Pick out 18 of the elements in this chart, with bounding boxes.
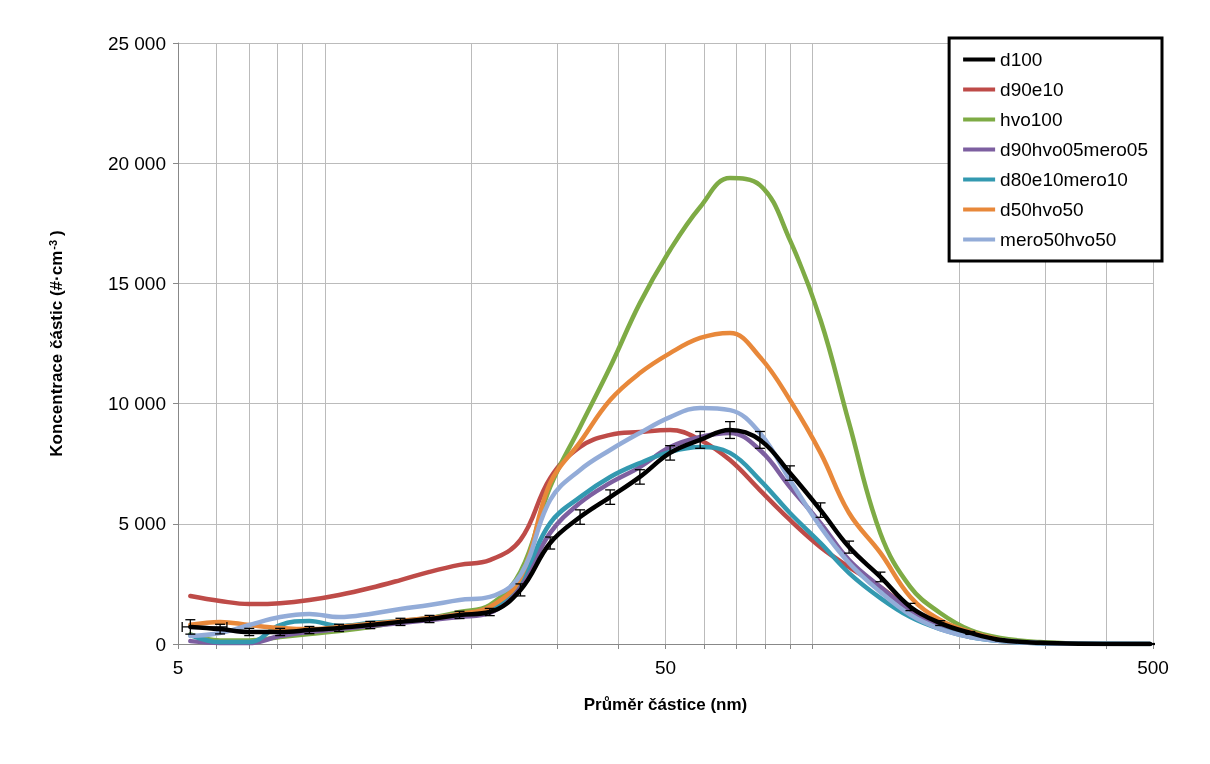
legend-label: d50hvo50 [1000,199,1084,220]
legend-label: d90hvo05mero05 [1000,139,1148,160]
y-tick-label: 25 000 [107,32,166,54]
x-tick-label: 500 [1137,657,1169,678]
legend-label: d90e10 [1000,79,1064,100]
legend-label: d100 [1000,49,1043,70]
x-axis-title: Průměr částice (nm) [583,695,748,714]
y-axis-title: Koncentrace částic (#·cm-3) [46,230,66,457]
y-tick-label: 0 [155,633,166,655]
y-tick-label: 15 000 [107,272,166,294]
legend-label: d80e10mero10 [1000,169,1128,190]
x-tick-label: 50 [654,657,677,678]
x-tick-label: 5 [172,657,184,678]
y-tick-label: 20 000 [107,152,166,174]
legend-label: hvo100 [1000,109,1063,130]
y-tick-label: 5 000 [118,513,166,535]
legend-label: mero50hvo50 [1000,229,1117,250]
y-tick-label: 10 000 [107,393,166,415]
